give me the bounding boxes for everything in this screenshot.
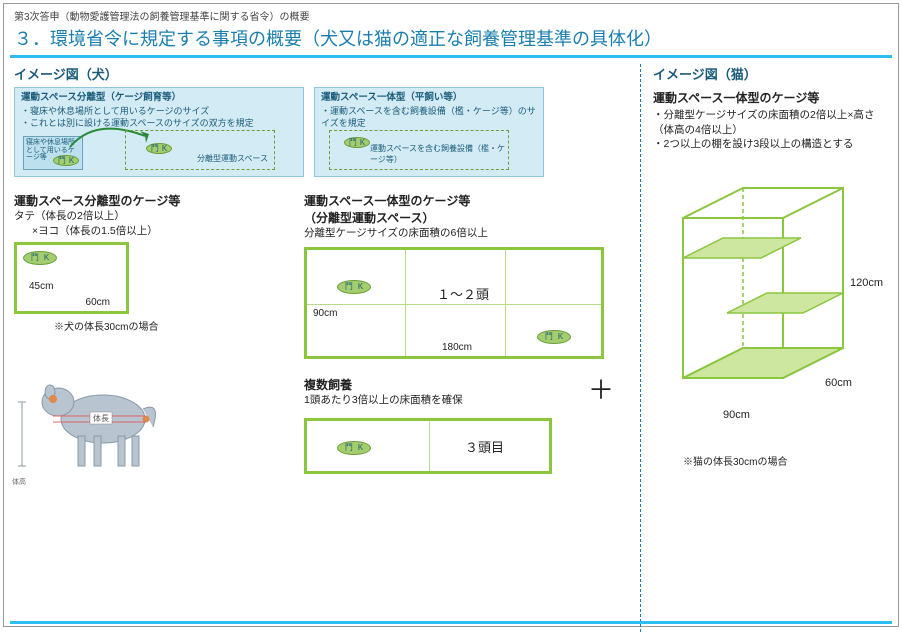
legend2-exercise-space: 鬥K 運動スペースを含む飼養設備（檻・ケージ等） [329, 130, 509, 170]
footer-bar [10, 621, 892, 624]
legend-box-integrated: 運動スペース一体型（平飼い等） ・運動スペースを含む飼養設備（檻・ケージ等）のサ… [314, 87, 544, 177]
legend1-title: 運動スペース分離型（ケージ飼育等） [21, 92, 297, 105]
page: 第3次答申（動物愛護管理法の飼養管理基準に関する省令）の概要 ３．環境省令に規定… [3, 3, 899, 627]
small-header: 第3次答申（動物愛護管理法の飼養管理基準に関する省令）の概要 [4, 4, 898, 23]
plus-icon: ＋ [588, 370, 614, 407]
silhouette-body-label: 体長 [93, 413, 109, 423]
int-cage-dimh: 90cm [313, 308, 337, 319]
multi-title: 複数飼養 [304, 376, 624, 393]
dog-silhouette-icon: 体長 体高 [8, 364, 178, 494]
sep-cage-box: 鬥K 45cm 60cm [14, 242, 129, 314]
main-title: ３．環境省令に規定する事項の概要（犬又は猫の適正な飼養管理基準の具体化） [4, 23, 898, 55]
sep-cage-title: 運動スペース分離型のケージ等 [14, 192, 284, 209]
multi-cage-box: 鬥K ３頭目 [304, 418, 552, 474]
legend2-line1: ・運動スペースを含む飼養設備（檻・ケージ等）のサイズを規定 [321, 105, 537, 129]
int-cage-count: １～２頭 [437, 286, 489, 304]
multi-block: 複数飼養 1頭あたり3倍以上の床面積を確保 ＋ 鬥K ３頭目 [304, 376, 624, 474]
cat-column: イメージ図（猫） 運動スペース一体型のケージ等 ・分離型ケージサイズの床面積の2… [640, 64, 890, 632]
legend2-exercise-label: 運動スペースを含む飼養設備（檻・ケージ等） [370, 144, 508, 166]
cat-b2: ・2つ以上の棚を設け3段以上の構造とする [653, 137, 890, 152]
sep-cage-dimw: 60cm [86, 297, 110, 308]
integrated-cage-block: 運動スペース一体型のケージ等 （分離型運動スペース） 分離型ケージサイズの床面積… [304, 192, 624, 359]
int-cage-subtitle: （分離型運動スペース） [304, 209, 624, 226]
cat-dim-w: 90cm [723, 409, 750, 421]
legend-row: 運動スペース分離型（ケージ飼育等） ・寝床や休息場所として用いるケージのサイズ … [14, 87, 626, 177]
sep-cage-dimh: 45cm [29, 281, 53, 292]
dog-icon: 鬥K [53, 155, 79, 166]
dog-icon: 鬥K [23, 251, 57, 265]
int-cage-spec: 分離型ケージサイズの床面積の6倍以上 [304, 226, 624, 241]
cat-dim-h: 120cm [850, 277, 883, 289]
int-cage-dimw: 180cm [442, 342, 472, 353]
dog-icon: 鬥K [537, 330, 571, 344]
dog-icon: 鬥K [337, 441, 371, 455]
svg-text:体高: 体高 [12, 477, 26, 486]
legend1-exercise-space: 鬥K 分離型運動スペース [125, 130, 275, 170]
multi-spec: 1頭あたり3倍以上の床面積を確保 [304, 393, 624, 408]
legend1-line2: ・これとは別に設ける運動スペースのサイズの双方を規定 [21, 117, 297, 129]
dog-icon: 鬥K [337, 280, 371, 294]
sep-cage-spec2: ×ヨコ（体長の1.5倍以上） [14, 224, 284, 239]
cat-note: ※猫の体長30cmの場合 [683, 453, 890, 468]
sep-cage-note: ※犬の体長30cmの場合 [54, 318, 284, 333]
int-cage-box: 鬥K 鬥K 90cm １～２頭 180cm [304, 247, 604, 359]
dog-icon: 鬥K [146, 143, 172, 154]
legend2-title: 運動スペース一体型（平飼い等） [321, 92, 537, 105]
cat-title: 運動スペース一体型のケージ等 [653, 89, 890, 106]
dog-column: イメージ図（犬） 運動スペース分離型（ケージ飼育等） ・寝床や休息場所として用い… [14, 64, 626, 632]
int-cage-title: 運動スペース一体型のケージ等 [304, 192, 624, 209]
cat-b1: ・分離型ケージサイズの床面積の2倍以上×高さ（体高の4倍以上） [653, 108, 890, 137]
separate-cage-block: 運動スペース分離型のケージ等 タテ（体長の2倍以上） ×ヨコ（体長の1.5倍以上… [14, 192, 284, 333]
legend1-line1: ・寝床や休息場所として用いるケージのサイズ [21, 105, 297, 117]
legend1-exercise-label: 分離型運動スペース [197, 154, 268, 165]
content-area: イメージ図（犬） 運動スペース分離型（ケージ飼育等） ・寝床や休息場所として用い… [4, 58, 898, 626]
dog-section-label: イメージ図（犬） [14, 64, 626, 83]
cat-section-label: イメージ図（猫） [653, 64, 890, 83]
multi-count: ３頭目 [465, 439, 504, 457]
cat-dim-d: 60cm [825, 377, 852, 389]
cat-cage-3d-icon: 120cm 60cm 90cm [653, 158, 883, 448]
sep-cage-spec1: タテ（体長の2倍以上） [14, 209, 284, 224]
legend-box-separate: 運動スペース分離型（ケージ飼育等） ・寝床や休息場所として用いるケージのサイズ … [14, 87, 304, 177]
dog-icon: 鬥K [344, 137, 370, 148]
